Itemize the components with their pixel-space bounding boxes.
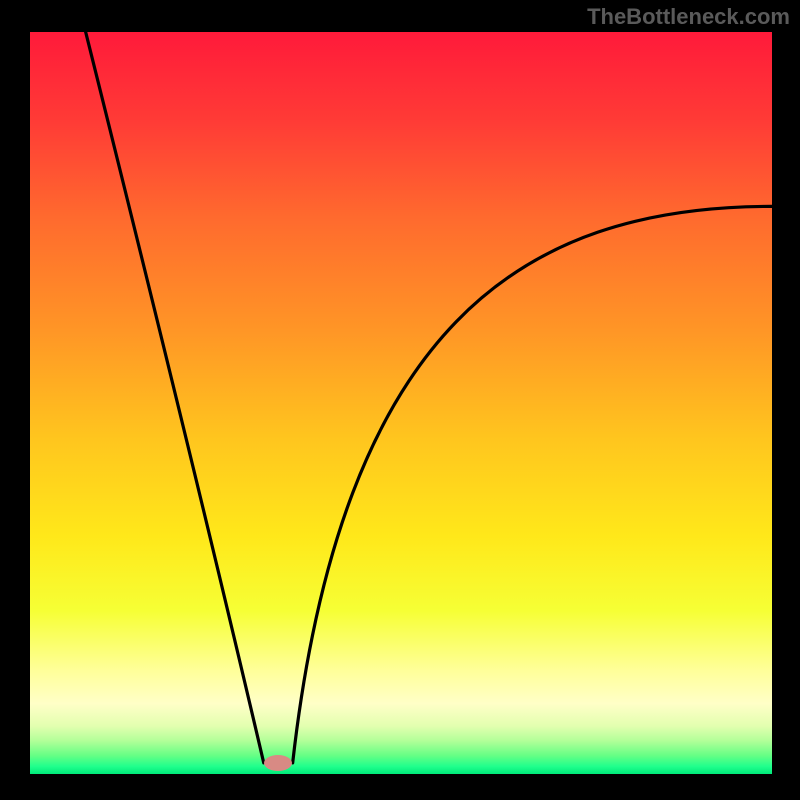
plot-area — [30, 32, 772, 774]
curve-right-branch — [293, 206, 772, 763]
watermark-text: TheBottleneck.com — [587, 4, 790, 30]
optimal-point-marker — [264, 755, 292, 771]
curve-left-branch — [86, 32, 264, 763]
bottleneck-curve — [30, 32, 772, 774]
